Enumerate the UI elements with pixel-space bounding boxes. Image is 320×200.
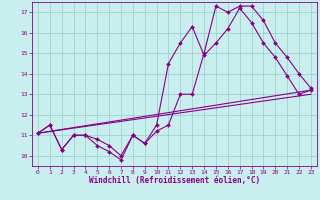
X-axis label: Windchill (Refroidissement éolien,°C): Windchill (Refroidissement éolien,°C)	[89, 176, 260, 185]
